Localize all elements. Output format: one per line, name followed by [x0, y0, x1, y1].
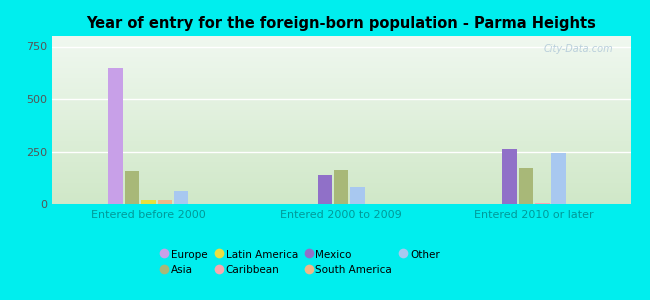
Bar	[125, 172, 139, 204]
Bar	[174, 191, 188, 204]
Bar	[535, 203, 549, 204]
Bar	[141, 200, 155, 204]
Bar	[519, 168, 533, 204]
Bar	[318, 175, 332, 204]
Bar	[109, 68, 123, 204]
Bar	[551, 152, 566, 204]
Bar	[334, 170, 348, 204]
Bar	[350, 187, 365, 204]
Bar	[502, 149, 517, 204]
Legend: Europe, Asia, Latin America, Caribbean, Mexico, South America, Other: Europe, Asia, Latin America, Caribbean, …	[159, 246, 443, 278]
Bar	[157, 200, 172, 204]
Title: Year of entry for the foreign-born population - Parma Heights: Year of entry for the foreign-born popul…	[86, 16, 596, 31]
Text: City-Data.com: City-Data.com	[543, 44, 613, 54]
